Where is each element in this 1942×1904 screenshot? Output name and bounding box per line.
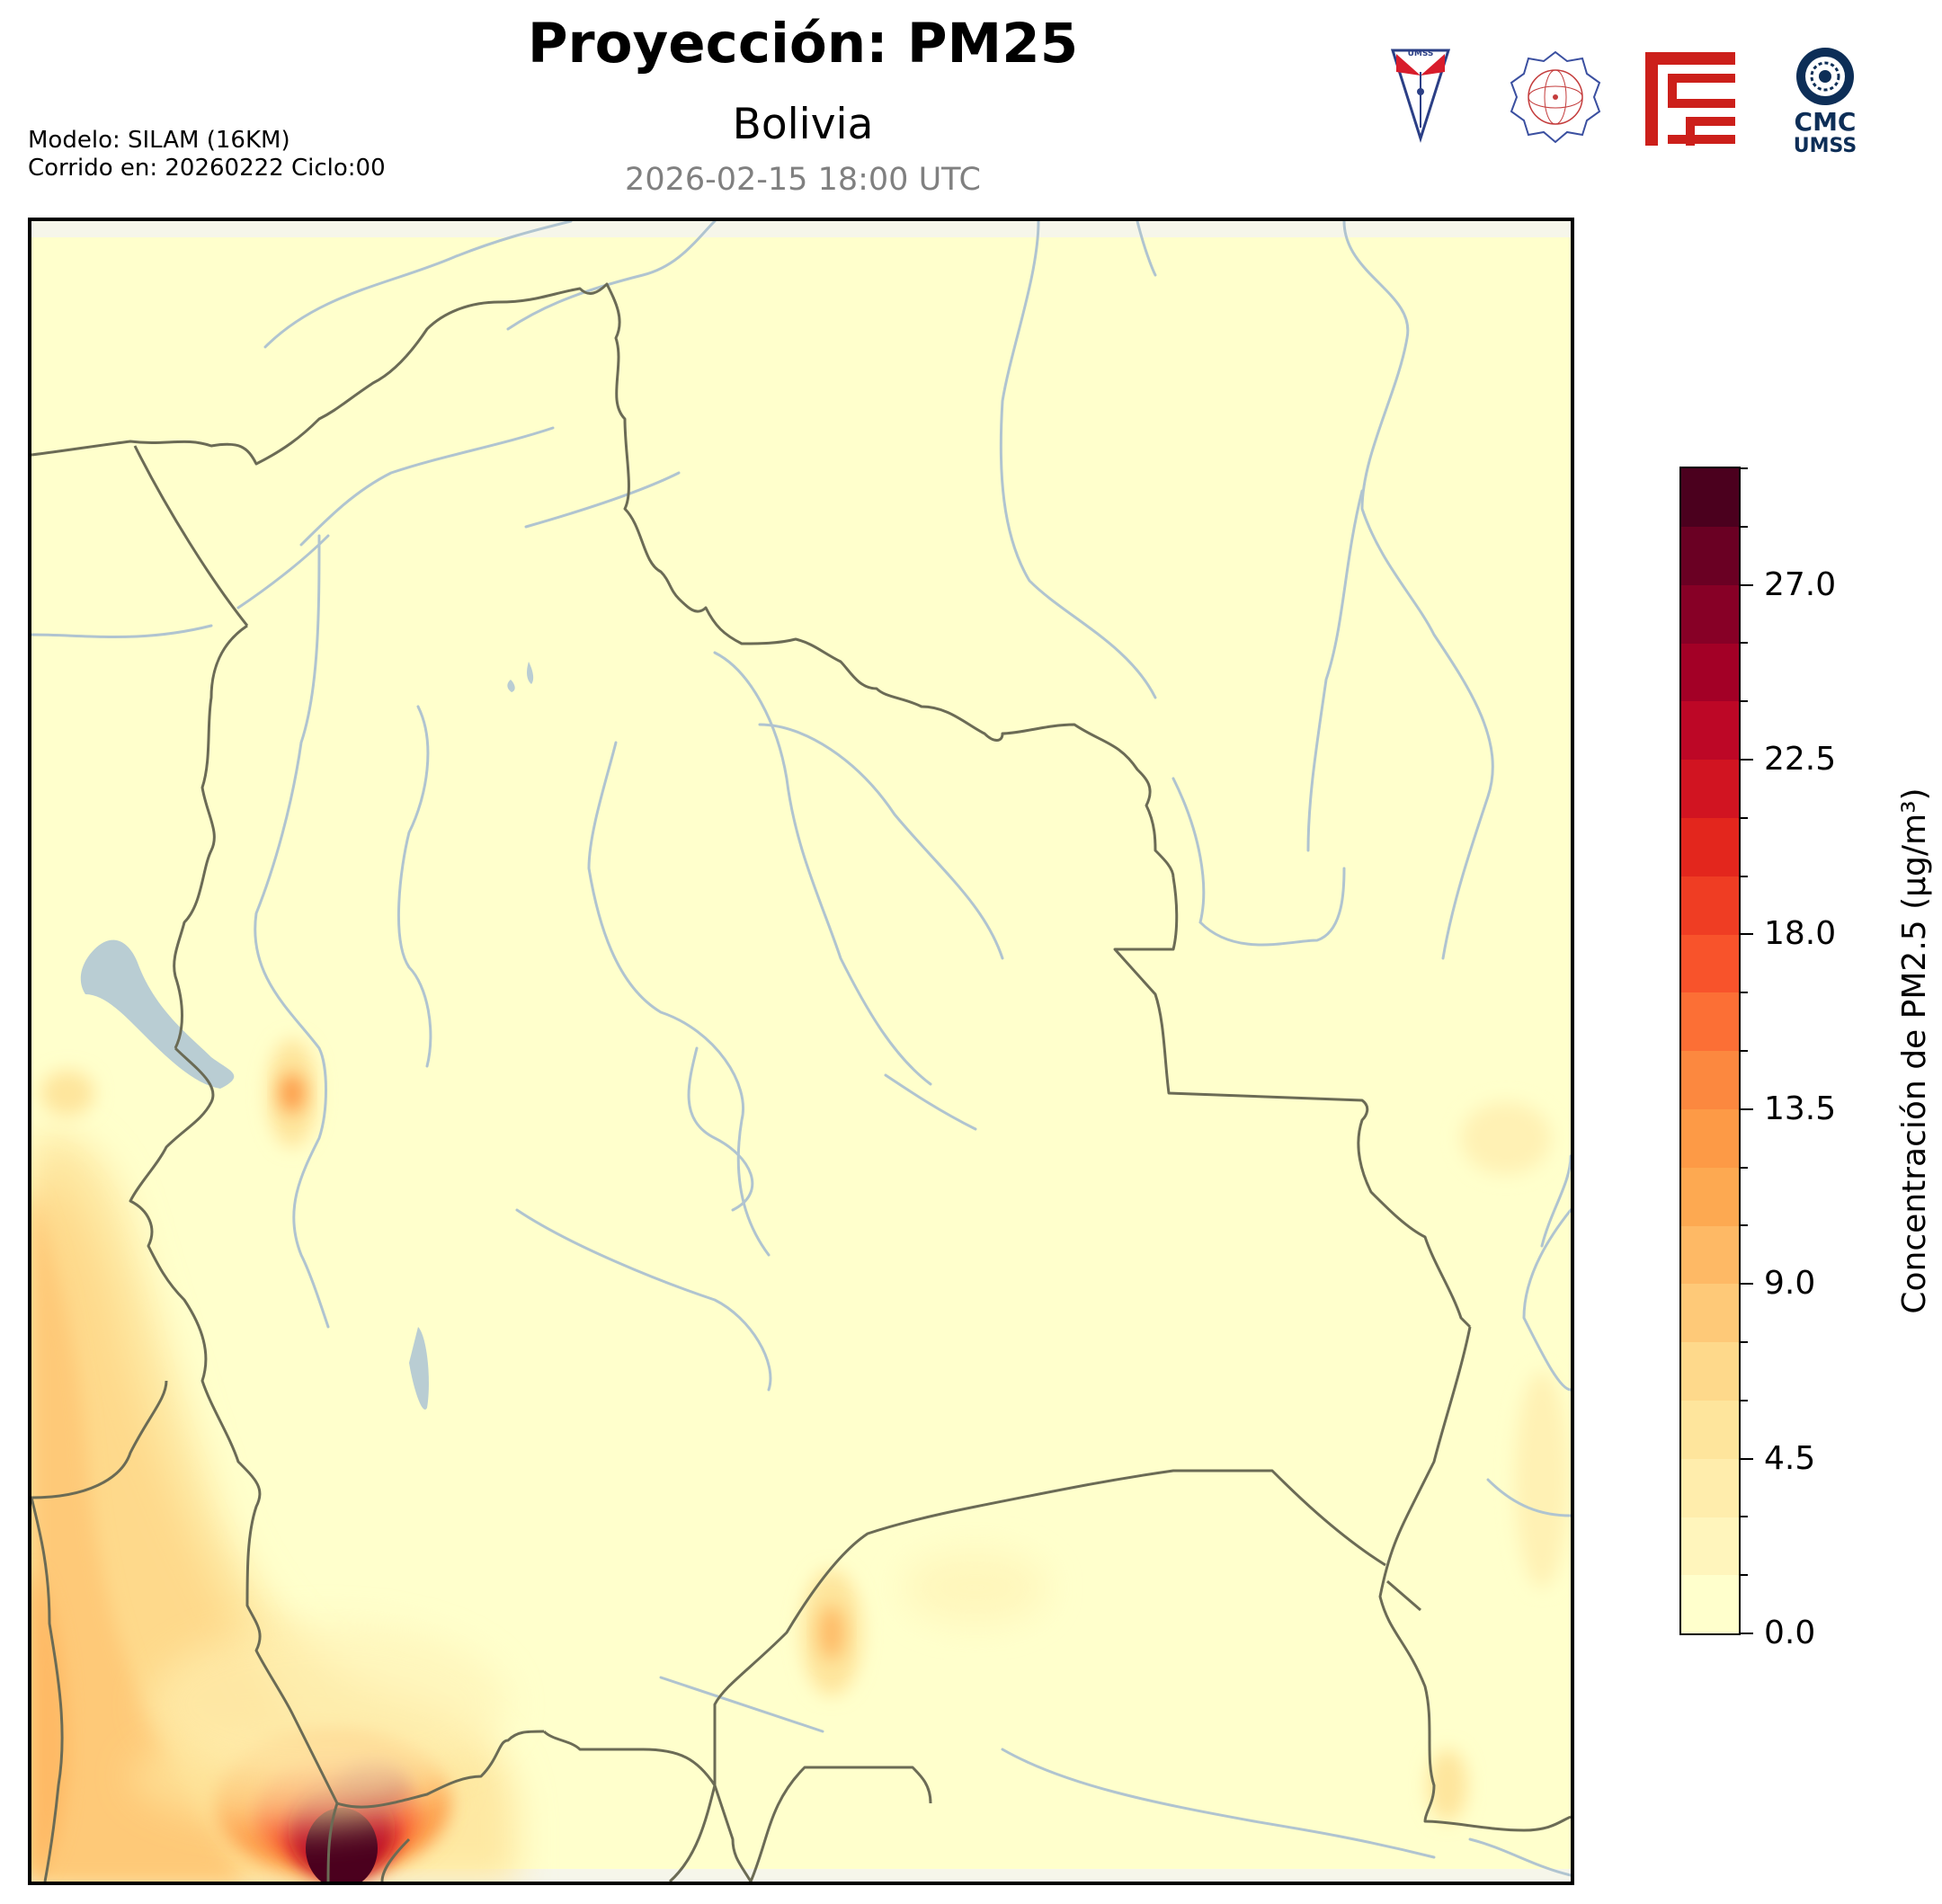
colorbar-segment (1681, 1051, 1739, 1109)
colorbar-major-tick (1741, 1633, 1753, 1634)
pm25-hotspots (40, 1039, 1569, 1821)
page-title: Proyección: PM25 (527, 12, 1079, 76)
colorbar-minor-tick (1741, 816, 1748, 819)
colorbar-minor-tick (1741, 1166, 1748, 1169)
page-subtitle: Bolivia (732, 100, 874, 149)
colorbar-minor-tick (1741, 1224, 1748, 1227)
colorbar-segment (1681, 468, 1739, 527)
colorbar-tick-label: 27.0 (1764, 565, 1837, 603)
cmc-logo: CMC UMSS (1785, 45, 1866, 156)
colorbar-segment (1681, 701, 1739, 761)
colorbar-minor-tick (1741, 525, 1748, 528)
colorbar-segment (1681, 876, 1739, 935)
colorbar-segment (1681, 526, 1739, 585)
colorbar-minor-tick (1741, 1516, 1748, 1518)
colorbar-segment (1681, 643, 1739, 702)
colorbar-minor-tick (1741, 642, 1748, 645)
colorbar-minor-tick (1741, 467, 1748, 469)
colorbar-tick-label: 9.0 (1764, 1265, 1816, 1303)
colorbar-label: Concentración de PM2.5 (µg/m³) (1896, 787, 1933, 1314)
colorbar-major-tick (1741, 583, 1753, 586)
colorbar-tick-label: 22.5 (1764, 741, 1837, 778)
colorbar-tick-label: 0.0 (1764, 1615, 1816, 1651)
colorbar-major-tick (1741, 933, 1753, 936)
colorbar-tick-label: 4.5 (1764, 1439, 1816, 1477)
colorbar-segment (1681, 1225, 1739, 1285)
colorbar-major-tick (1741, 1457, 1753, 1460)
colorbar-segment (1681, 817, 1739, 876)
colorbar-major-tick (1741, 1283, 1753, 1286)
colorbar-segment (1681, 992, 1739, 1052)
colorbar-minor-tick (1741, 1399, 1748, 1401)
colorbar-minor-tick (1741, 992, 1748, 994)
umss-logo-text: UMSS (1408, 49, 1434, 58)
colorbar-tick-label: 18.0 (1764, 915, 1837, 953)
colorbar-segment (1681, 1400, 1739, 1459)
pm25-map (28, 218, 1574, 1885)
lake-poopo (409, 1327, 429, 1410)
colorbar-segment (1681, 1342, 1739, 1401)
rivers (31, 221, 1571, 1877)
colorbar-major-tick (1741, 1108, 1753, 1110)
colorbar-major-tick (1741, 759, 1753, 761)
cmc-logo-line1: CMC (1794, 107, 1857, 137)
colorbar-segment (1681, 1458, 1739, 1517)
colorbar-segment (1681, 934, 1739, 993)
run-info: Corrido en: 20260222 Ciclo:00 (28, 155, 386, 182)
colorbar-segment (1681, 1284, 1739, 1343)
colorbar-segment (1681, 584, 1739, 644)
cmc-emblem-icon (1796, 48, 1854, 105)
forecast-datetime: 2026-02-15 18:00 UTC (625, 162, 981, 198)
colorbar-minor-tick (1741, 1050, 1748, 1052)
colorbar-segment (1681, 1108, 1739, 1168)
colorbar-minor-tick (1741, 875, 1748, 877)
umss-logo: UMSS (1390, 49, 1451, 143)
colorbar-minor-tick (1741, 1574, 1748, 1577)
model-info: Modelo: SILAM (16KM) (28, 127, 290, 154)
cmc-logo-line2: UMSS (1793, 135, 1857, 157)
map-top-margin (31, 221, 1571, 237)
colorbar-ticks (1741, 467, 1759, 1635)
colorbar-minor-tick (1741, 1341, 1748, 1343)
colorbar-segment (1681, 1167, 1739, 1226)
colorbar (1679, 467, 1741, 1635)
fcyt-logo (1645, 52, 1735, 146)
map-canvas (31, 221, 1571, 1882)
pm25-field (31, 1133, 517, 1882)
country-borders (31, 282, 1571, 1882)
lakes (80, 662, 534, 1410)
colorbar-segment (1681, 1575, 1739, 1633)
colorbar-minor-tick (1741, 700, 1748, 703)
colorbar-segment (1681, 1517, 1739, 1576)
lake-titicaca (80, 939, 235, 1089)
colorbar-segment (1681, 760, 1739, 818)
fisica-logo (1510, 50, 1601, 144)
colorbar-tick-label: 13.5 (1764, 1090, 1837, 1127)
